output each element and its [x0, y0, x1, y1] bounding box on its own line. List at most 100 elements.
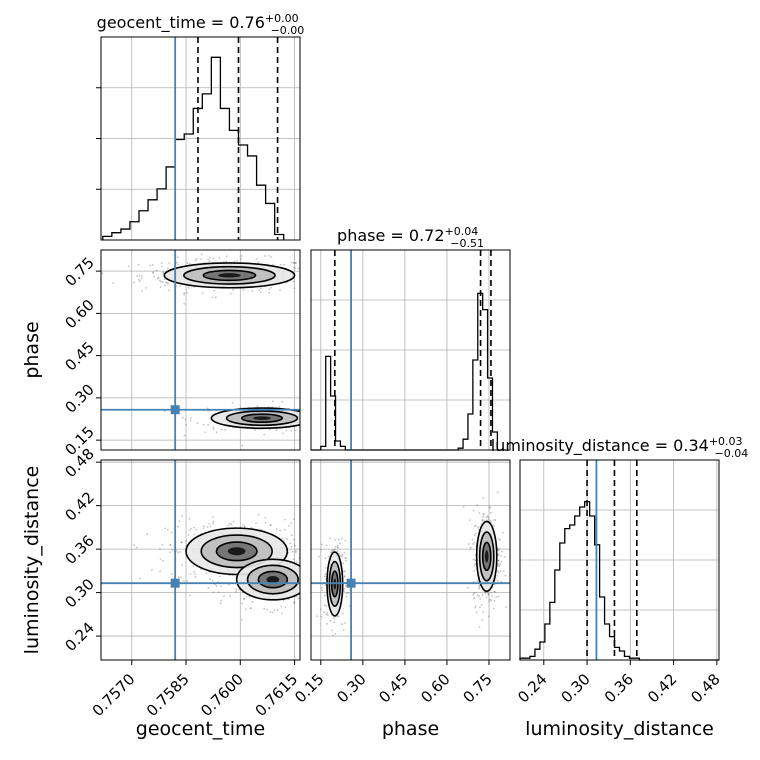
- sample-point: [290, 534, 293, 537]
- sample-point: [476, 594, 479, 597]
- sample-point: [497, 554, 500, 557]
- sample-point: [179, 285, 182, 287]
- sample-point: [316, 585, 318, 587]
- sample-point: [481, 594, 484, 596]
- sample-point: [223, 595, 225, 598]
- sample-point: [493, 590, 495, 593]
- sample-point: [235, 588, 238, 591]
- sample-point: [212, 522, 215, 525]
- y-tick-label: 0.30: [62, 380, 98, 416]
- sample-point: [326, 622, 328, 625]
- sample-point: [496, 491, 499, 494]
- sample-point: [189, 594, 191, 597]
- sample-point: [332, 634, 334, 637]
- sample-point: [190, 527, 192, 530]
- title-minus: −0.51: [450, 237, 484, 250]
- sample-point: [215, 431, 218, 434]
- sample-point: [498, 548, 501, 551]
- x-tick-label: 0.60: [417, 670, 453, 706]
- sample-point: [243, 526, 246, 528]
- truth-marker: [346, 578, 356, 588]
- sample-point: [236, 259, 238, 262]
- sample-point: [186, 262, 189, 264]
- sample-point: [188, 529, 191, 532]
- sample-point: [336, 546, 339, 549]
- sample-point: [490, 591, 493, 594]
- panel-frame: [100, 459, 301, 661]
- x-tick-label: 0.45: [375, 670, 411, 706]
- sample-point: [183, 434, 186, 437]
- sample-point: [219, 602, 222, 605]
- sample-point: [215, 585, 218, 587]
- sample-point: [347, 591, 350, 594]
- sample-point: [306, 415, 308, 417]
- x-axis-label-geocent_time: geocent_time: [136, 718, 265, 740]
- sample-point: [315, 576, 317, 578]
- x-tick-label: 0.30: [558, 670, 594, 706]
- sample-point: [473, 534, 476, 537]
- sample-point: [188, 517, 191, 520]
- sample-point: [169, 544, 172, 547]
- sample-point: [345, 557, 347, 560]
- sample-point: [158, 548, 161, 551]
- sample-point: [469, 519, 472, 522]
- sample-point: [334, 545, 337, 548]
- sample-point: [343, 429, 345, 431]
- sample-point: [183, 580, 185, 583]
- sample-point: [155, 269, 158, 272]
- sample-point: [341, 553, 344, 556]
- sample-point: [206, 407, 209, 410]
- sample-point: [232, 521, 235, 523]
- sample-point: [303, 562, 305, 564]
- sample-point: [161, 281, 164, 283]
- sample-point: [301, 416, 303, 418]
- sample-point: [209, 578, 211, 580]
- sample-point: [185, 424, 188, 426]
- sample-point: [206, 526, 209, 528]
- sample-point: [321, 586, 323, 589]
- sample-point: [494, 590, 497, 593]
- sample-point: [479, 597, 482, 600]
- title-main: geocent_time = 0.76: [97, 13, 265, 33]
- sample-point: [195, 528, 198, 531]
- sample-point: [468, 543, 470, 545]
- sample-point: [138, 278, 140, 281]
- sample-point: [497, 595, 500, 598]
- sample-point: [312, 408, 314, 410]
- sample-point: [323, 594, 326, 597]
- sample-point: [334, 539, 337, 542]
- sample-point: [335, 616, 337, 618]
- sample-point: [251, 289, 254, 292]
- sample-point: [168, 262, 171, 264]
- sample-point: [496, 580, 499, 582]
- sample-point: [476, 580, 479, 583]
- sample-point: [240, 618, 243, 621]
- sample-point: [499, 570, 502, 573]
- sample-point: [342, 629, 345, 631]
- sample-point: [484, 592, 487, 594]
- sample-point: [317, 544, 319, 546]
- sample-point: [231, 401, 234, 404]
- x-tick-label: 0.24: [514, 670, 550, 706]
- sample-point: [493, 525, 495, 528]
- sample-point: [488, 600, 491, 603]
- sample-point: [308, 572, 310, 574]
- sample-point: [281, 400, 284, 403]
- sample-point: [162, 271, 165, 274]
- sample-point: [209, 525, 212, 528]
- sample-point: [301, 564, 303, 566]
- truth-marker: [170, 405, 180, 415]
- sample-point: [472, 594, 474, 596]
- sample-point: [504, 574, 507, 577]
- sample-point: [207, 586, 210, 589]
- sample-point: [256, 405, 259, 408]
- sample-point: [477, 526, 479, 528]
- sample-point: [212, 520, 215, 523]
- sample-point: [269, 524, 272, 527]
- y-tick-label: 0.75: [62, 254, 98, 290]
- x-tick-label: 0.7600: [197, 670, 247, 720]
- sample-point: [343, 570, 346, 573]
- sample-point: [491, 595, 493, 597]
- sample-point: [141, 289, 143, 292]
- sample-point: [318, 424, 320, 426]
